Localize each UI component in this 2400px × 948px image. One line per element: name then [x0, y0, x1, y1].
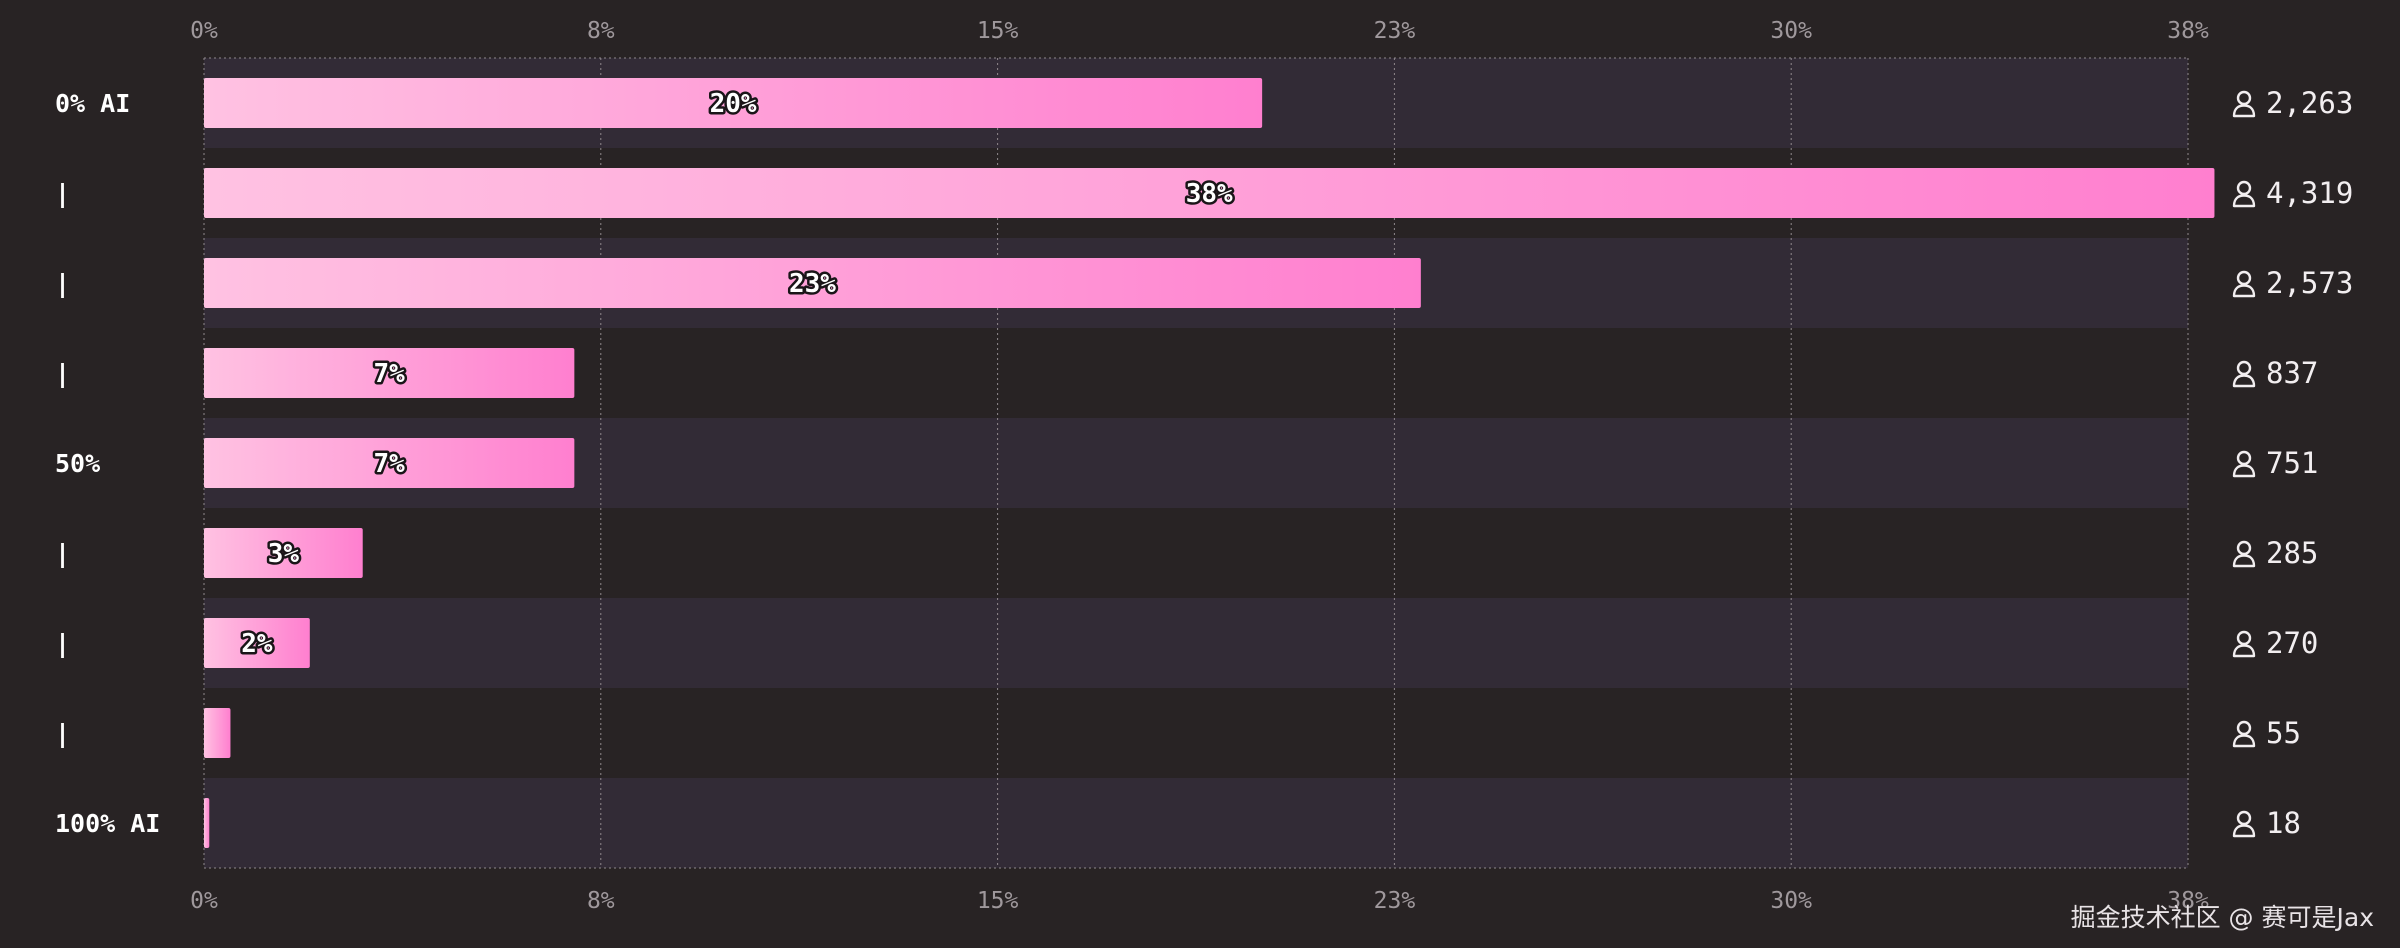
x-tick-label-top: 23%	[1374, 18, 1416, 44]
person-icon	[2232, 630, 2256, 658]
bar	[204, 798, 210, 848]
x-tick-label-top: 8%	[587, 18, 615, 44]
person-icon-head	[2236, 810, 2252, 826]
person-icon-body	[2232, 284, 2256, 298]
category-label: 50%	[55, 449, 100, 478]
bar-value-label: 7%	[374, 359, 406, 389]
x-tick-label-bottom: 38%	[2167, 888, 2209, 914]
count-label: 2,263	[2266, 86, 2353, 120]
person-icon-body	[2232, 824, 2256, 838]
count-label: 55	[2266, 716, 2301, 750]
bar-value-label: 38%	[1186, 179, 1233, 209]
category-label: |	[55, 359, 70, 388]
person-icon	[2232, 180, 2256, 208]
person-icon-head	[2236, 360, 2252, 376]
bar	[204, 438, 575, 488]
x-tick-label-bottom: 8%	[587, 888, 615, 914]
bar-value-label: 20%	[710, 89, 757, 119]
count-label: 285	[2266, 536, 2318, 570]
category-label: |	[55, 179, 70, 208]
x-tick-label-bottom: 30%	[1770, 888, 1812, 914]
x-tick-label-bottom: 23%	[1374, 888, 1416, 914]
x-tick-label-top: 15%	[977, 18, 1019, 44]
bar-value-label: 7%	[374, 449, 406, 479]
count-label: 18	[2266, 806, 2301, 840]
category-label: |	[55, 719, 70, 748]
person-icon-body	[2232, 554, 2256, 568]
person-icon-head	[2236, 90, 2252, 106]
bar	[204, 168, 2215, 218]
category-label: 0% AI	[55, 89, 130, 118]
person-icon-head	[2236, 540, 2252, 556]
person-icon-head	[2236, 630, 2252, 646]
row-band	[204, 688, 2188, 778]
row-band	[204, 508, 2188, 598]
x-tick-label-top: 38%	[2167, 18, 2209, 44]
person-icon-body	[2232, 104, 2256, 118]
person-icon	[2232, 720, 2256, 748]
person-icon-body	[2232, 464, 2256, 478]
person-icon	[2232, 450, 2256, 478]
bar-value-label: 2%	[241, 629, 273, 659]
bar	[204, 348, 575, 398]
bar-value-label: 23%	[789, 269, 836, 299]
person-icon-body	[2232, 734, 2256, 748]
person-icon	[2232, 540, 2256, 568]
person-icon-head	[2236, 270, 2252, 286]
category-label: |	[55, 539, 70, 568]
row-band	[204, 778, 2188, 868]
count-label: 270	[2266, 626, 2318, 660]
count-label: 2,573	[2266, 266, 2353, 300]
bar	[204, 78, 1263, 128]
category-label: |	[55, 629, 70, 658]
person-icon-body	[2232, 374, 2256, 388]
person-icon-head	[2236, 450, 2252, 466]
category-label: 100% AI	[55, 809, 160, 838]
person-icon-body	[2232, 194, 2256, 208]
x-tick-label-bottom: 15%	[977, 888, 1019, 914]
bar	[204, 708, 231, 758]
person-icon-head	[2236, 180, 2252, 196]
bar	[204, 618, 310, 668]
bar-value-label: 3%	[268, 539, 300, 569]
bar	[204, 258, 1421, 308]
x-tick-label-top: 0%	[190, 18, 218, 44]
count-label: 837	[2266, 356, 2318, 390]
count-label: 4,319	[2266, 176, 2353, 210]
count-label: 751	[2266, 446, 2318, 480]
person-icon	[2232, 270, 2256, 298]
person-icon-head	[2236, 720, 2252, 736]
person-icon	[2232, 90, 2256, 118]
person-icon-body	[2232, 644, 2256, 658]
person-icon	[2232, 810, 2256, 838]
bar	[204, 528, 363, 578]
x-tick-label-bottom: 0%	[190, 888, 218, 914]
watermark-text: 掘金技术社区 @ 赛可是Jax	[2070, 903, 2374, 932]
x-tick-label-top: 30%	[1770, 18, 1812, 44]
category-label: |	[55, 269, 70, 298]
person-icon	[2232, 360, 2256, 388]
row-band	[204, 598, 2188, 688]
